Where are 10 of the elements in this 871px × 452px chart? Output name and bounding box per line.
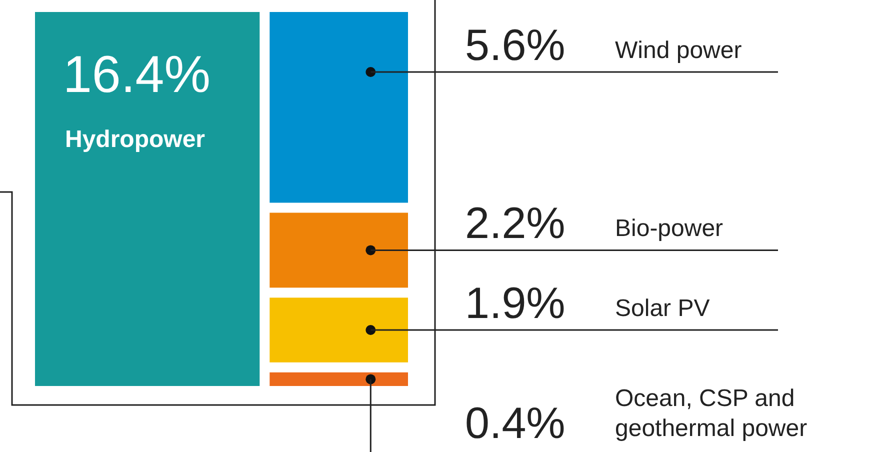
data-label: 0.4% bbox=[465, 399, 566, 448]
data-label: 16.4% bbox=[63, 46, 210, 104]
category-label: Wind power bbox=[615, 37, 742, 64]
data-label: 2.2% bbox=[465, 199, 566, 248]
category-label: Bio-power bbox=[615, 215, 724, 242]
data-label: 5.6% bbox=[465, 21, 566, 70]
category-label: Solar PV bbox=[615, 295, 710, 322]
category-label: Hydropower bbox=[65, 126, 206, 153]
data-label: 1.9% bbox=[465, 279, 566, 328]
category-label: Ocean, CSP and geothermal power bbox=[615, 385, 808, 442]
